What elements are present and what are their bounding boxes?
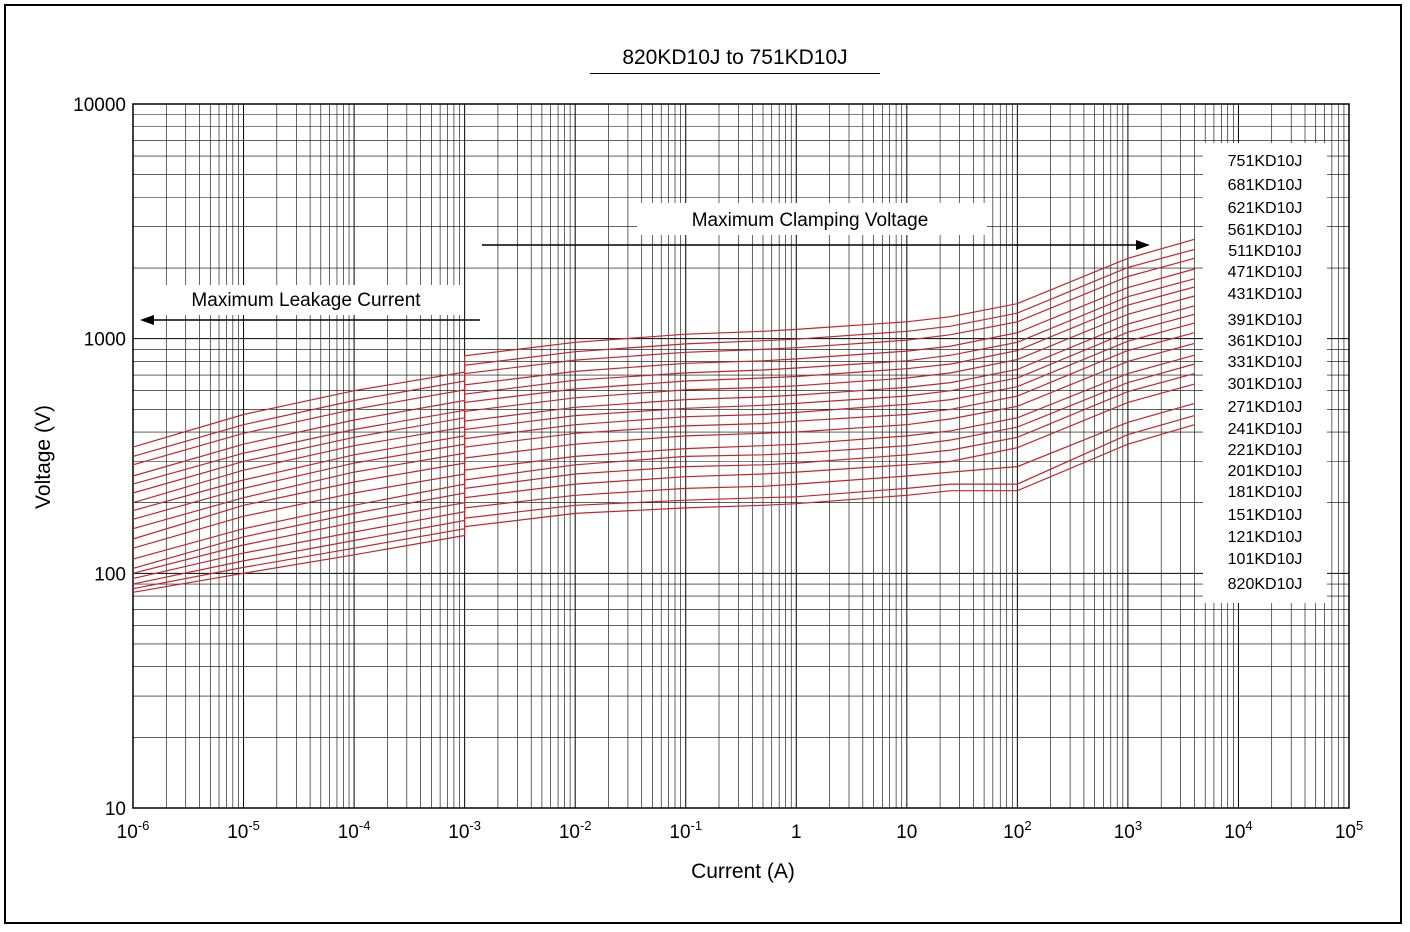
series-line-471KD10J [132, 286, 1195, 494]
legend-entry: 391KD10J [1228, 312, 1303, 329]
series-line-201KD10J [132, 373, 1195, 574]
x-axis-label: Current (A) [691, 860, 795, 883]
legend-entry: 221KD10J [1228, 442, 1303, 459]
legend-entry: 431KD10J [1228, 286, 1303, 303]
annotations: Maximum Clamping Voltage Maximum Leakage … [140, 203, 1150, 325]
series-line-431KD10J [132, 295, 1195, 504]
x-tick-label: 10-4 [338, 818, 371, 843]
x-tick-label: 103 [1114, 818, 1142, 843]
legend-entry: 621KD10J [1228, 200, 1303, 217]
annotation-bg [150, 285, 462, 315]
x-tick-label: 1 [791, 822, 802, 843]
legend: 751KD10J 681KD10J 621KD10J 561KD10J 511KD10J… [1203, 143, 1327, 603]
curves [132, 238, 1195, 593]
series-line-361KD10J [132, 313, 1195, 520]
legend-box [1203, 143, 1327, 603]
x-tick-label: 10 [896, 822, 917, 843]
legend-entry: 561KD10J [1228, 222, 1303, 239]
legend-entry: 271KD10J [1228, 399, 1303, 416]
series-line-391KD10J [132, 305, 1195, 512]
x-tick-label: 105 [1335, 818, 1363, 843]
annotation-bg [637, 203, 987, 235]
y-tick-label: 100 [94, 564, 126, 585]
arrow-clamping-head [1136, 240, 1150, 250]
legend-entry: 820KD10J [1228, 576, 1303, 593]
series-line-681KD10J [132, 248, 1195, 457]
series-line-101KD10J [132, 424, 1195, 593]
series-line-241KD10J [132, 354, 1195, 560]
series-line-751KD10J [132, 238, 1195, 448]
chart-frame [4, 4, 1402, 924]
series-line-561KD10J [132, 268, 1195, 477]
series-line-331KD10J [132, 322, 1195, 530]
x-tick-label: 10-5 [227, 818, 260, 843]
annotation-leakage: Maximum Leakage Current [191, 290, 421, 311]
y-tick-label: 10 [105, 799, 126, 820]
x-tick-label: 10-1 [669, 818, 702, 843]
series-line-181KD10J [132, 383, 1195, 580]
x-tick-label: 104 [1224, 818, 1252, 843]
title-underline [590, 73, 880, 74]
legend-entry: 471KD10J [1228, 264, 1303, 281]
series-line-301KD10J [132, 332, 1195, 540]
legend-entry: 301KD10J [1228, 376, 1303, 393]
arrow-leakage-head [140, 315, 154, 325]
chart-title: 820KD10J to 751KD10J [622, 46, 848, 69]
tick-labels: 10-6 10-5 10-4 10-3 10-2 10-1 1 10 102 103 104 1051… [73, 95, 1363, 843]
series-line-121KD10J [132, 415, 1195, 590]
x-tick-label: 102 [1003, 818, 1031, 843]
legend-entry: 751KD10J [1228, 153, 1303, 170]
x-tick-label: 10-2 [559, 818, 592, 843]
legend-entry: 101KD10J [1228, 551, 1303, 568]
y-tick-label: 10000 [73, 95, 126, 116]
legend-entry: 241KD10J [1228, 421, 1303, 438]
legend-entry: 201KD10J [1228, 463, 1303, 480]
legend-entry: 361KD10J [1228, 333, 1303, 350]
legend-entry: 151KD10J [1228, 507, 1303, 524]
series-line-151KD10J [132, 402, 1195, 585]
legend-entry: 181KD10J [1228, 484, 1303, 501]
x-tick-label: 10-6 [117, 818, 150, 843]
series-line-221KD10J [132, 363, 1195, 569]
series-line-511KD10J [132, 278, 1195, 485]
y-tick-label: 1000 [84, 330, 126, 351]
series-line-271KD10J [132, 342, 1195, 549]
legend-entry: 331KD10J [1228, 354, 1303, 371]
legend-entry: 511KD10J [1228, 243, 1302, 260]
series-line-621KD10J [132, 257, 1195, 466]
y-axis-label: Voltage (V) [32, 405, 55, 509]
legend-entry: 121KD10J [1228, 529, 1303, 546]
annotation-clamping: Maximum Clamping Voltage [692, 210, 929, 231]
x-tick-label: 10-3 [448, 818, 481, 843]
legend-entry: 681KD10J [1228, 177, 1303, 194]
